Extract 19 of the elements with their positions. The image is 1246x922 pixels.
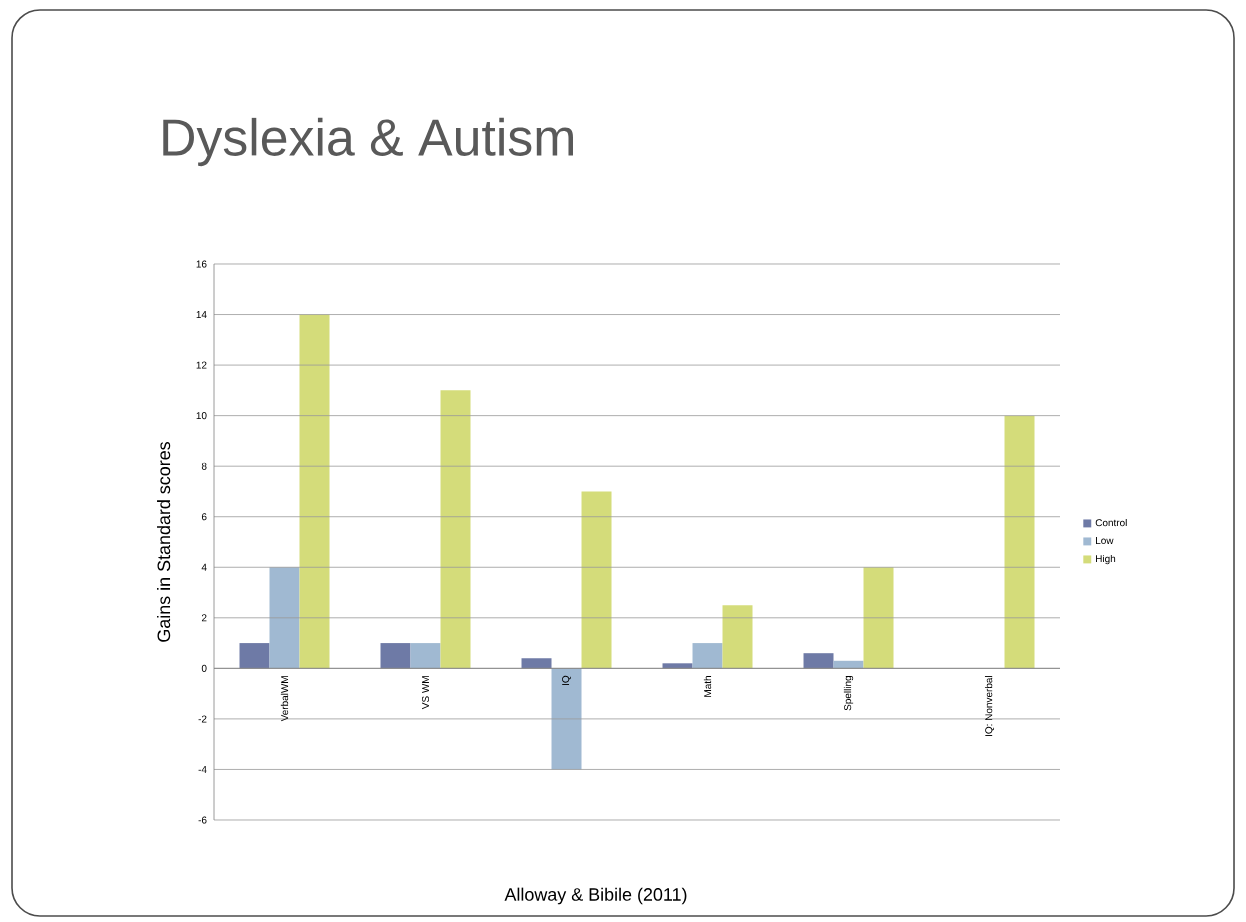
bar [551, 668, 582, 770]
bar [299, 314, 330, 669]
text: Alloway & Bibile (2011) [504, 887, 687, 905]
bar [722, 605, 753, 669]
bar [692, 643, 723, 669]
bar [410, 643, 441, 669]
y-axis-title: Gains in Standard scores [157, 442, 171, 642]
bar [521, 658, 552, 669]
bar [269, 567, 300, 669]
bar [863, 567, 894, 669]
bar [803, 653, 834, 669]
bar [581, 491, 612, 669]
bar [239, 643, 270, 669]
bar [833, 660, 864, 669]
bar [440, 390, 471, 669]
bar [662, 663, 693, 669]
bar [380, 643, 411, 669]
chart-title: Dyslexia & Autism [163, 117, 573, 167]
bar [1004, 415, 1035, 669]
